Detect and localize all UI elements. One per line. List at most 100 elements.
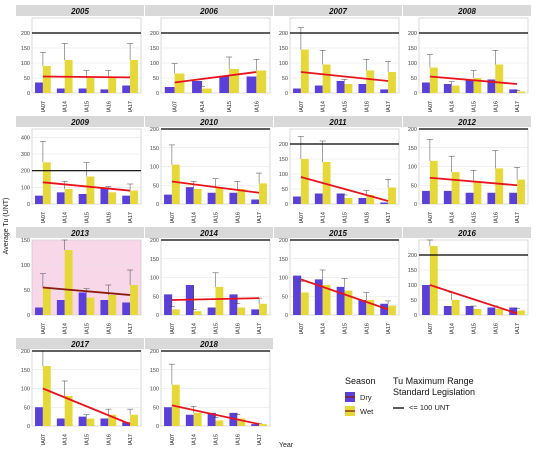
bar-wet-IA16 xyxy=(366,300,375,315)
x-tick-label: IA15 xyxy=(343,323,349,334)
bar-dry-IA07 xyxy=(35,195,43,204)
bar-wet-IA16 xyxy=(495,309,504,315)
bar-wet-IA07 xyxy=(300,49,309,93)
bar-wet-IA15 xyxy=(344,84,353,93)
y-tick-label: 100 xyxy=(21,185,30,191)
x-tick-label: IA14 xyxy=(63,101,69,112)
bar-wet-IA16 xyxy=(237,418,246,426)
y-tick-label: 50 xyxy=(153,183,159,189)
bar-wet-IA16 xyxy=(366,195,375,204)
bar-wet-IA17 xyxy=(517,179,525,204)
x-tick-label: IA15 xyxy=(214,212,220,223)
bar-dry-IA14 xyxy=(56,192,65,204)
legend-label-wet: Wet xyxy=(360,407,374,416)
bar-dry-IA14 xyxy=(56,418,65,426)
bar-dry-IA16 xyxy=(358,300,367,315)
bar-dry-IA15 xyxy=(78,88,87,93)
bar-dry-IA16 xyxy=(358,84,367,93)
x-tick-label: IA15 xyxy=(343,101,349,112)
facet-panel-2010: 2010 0 50 100 150 200 IA07 IA14 IA15 IA16 IA17 xyxy=(145,116,273,223)
bar-dry-IA16 xyxy=(100,418,109,426)
bar-dry-IA16 xyxy=(246,76,257,93)
bar-dry-IA16 xyxy=(100,300,109,315)
trend-line xyxy=(171,297,260,301)
facet-strip xyxy=(145,338,273,349)
y-tick-label: 150 xyxy=(21,238,30,244)
y-tick-label: 0 xyxy=(285,202,288,208)
bar-wet-IA17 xyxy=(388,305,396,315)
bar-wet-IA15 xyxy=(229,69,239,93)
bar-wet-IA07 xyxy=(42,287,51,315)
y-tick-label: 150 xyxy=(150,368,159,374)
bar-wet-IA14 xyxy=(322,64,331,93)
bar-dry-IA17 xyxy=(251,199,260,204)
x-axis-title: Year xyxy=(279,442,294,449)
bar-wet-IA17 xyxy=(388,72,396,93)
facet-strip xyxy=(145,5,273,16)
bar-dry-IA15 xyxy=(78,292,87,315)
x-tick-label: IA15 xyxy=(472,101,478,112)
bar-dry-IA14 xyxy=(314,193,323,204)
y-tick-label: 200 xyxy=(408,127,417,133)
y-tick-label: 200 xyxy=(150,238,159,244)
bar-dry-IA07 xyxy=(35,307,43,315)
bar-wet-IA14 xyxy=(451,172,460,204)
y-tick-label: 200 xyxy=(21,169,30,175)
y-tick-label: 0 xyxy=(156,313,159,319)
x-tick-label: IA16 xyxy=(235,212,241,223)
y-tick-label: 0 xyxy=(27,313,30,319)
bar-wet-IA14 xyxy=(193,412,202,426)
y-tick-label: 50 xyxy=(282,76,288,82)
x-tick-label: IA17 xyxy=(515,323,521,334)
y-tick-label: 100 xyxy=(279,276,288,282)
x-tick-label: IA17 xyxy=(257,212,263,223)
bar-dry-IA15 xyxy=(336,286,345,315)
facet-strip xyxy=(274,116,402,127)
bar-dry-IA14 xyxy=(56,300,65,315)
facet-strip xyxy=(16,5,144,16)
bar-wet-IA16 xyxy=(256,70,267,93)
facet-strip xyxy=(274,5,402,16)
bar-wet-IA16 xyxy=(237,307,246,315)
bar-dry-IA16 xyxy=(487,307,496,315)
bar-dry-IA16 xyxy=(487,192,496,204)
bar-dry-IA17 xyxy=(122,195,131,204)
bar-wet-IA07 xyxy=(42,66,51,93)
y-tick-label: 0 xyxy=(27,424,30,430)
y-tick-label: 100 xyxy=(150,61,159,67)
bar-wet-IA16 xyxy=(495,64,504,93)
x-tick-label: IA14 xyxy=(450,101,456,112)
y-tick-label: 0 xyxy=(27,91,30,97)
facet-strip xyxy=(16,116,144,127)
bar-dry-IA15 xyxy=(219,76,230,93)
y-tick-label: 100 xyxy=(408,61,417,67)
trend-line xyxy=(300,71,389,82)
y-tick-label: 100 xyxy=(21,263,30,269)
bar-wet-IA15 xyxy=(344,198,353,204)
bar-dry-IA14 xyxy=(443,190,452,204)
bar-dry-IA14 xyxy=(192,81,202,93)
bar-dry-IA17 xyxy=(509,307,518,315)
bar-dry-IA16 xyxy=(100,89,109,93)
legend-season-title: Season xyxy=(345,376,376,386)
bar-dry-IA17 xyxy=(380,303,389,315)
facet-panel-2007: 2007 0 50 100 150 200 IA07 IA14 IA15 IA16 IA17 xyxy=(274,5,402,112)
x-tick-label: IA15 xyxy=(214,323,220,334)
bar-wet-IA17 xyxy=(130,60,138,93)
bar-wet-IA16 xyxy=(108,295,117,315)
trend-line xyxy=(429,75,518,85)
facet-title: 2009 xyxy=(70,118,89,127)
bar-wet-IA14 xyxy=(201,88,212,93)
facet-title: 2016 xyxy=(457,229,476,238)
x-tick-label: IA14 xyxy=(192,434,198,445)
trend-line xyxy=(171,404,260,426)
bar-wet-IA14 xyxy=(64,250,73,315)
x-tick-label: IA14 xyxy=(450,323,456,334)
x-tick-label: IA14 xyxy=(63,212,69,223)
bar-wet-IA17 xyxy=(130,285,138,315)
trend-line xyxy=(171,180,260,194)
bar-dry-IA15 xyxy=(207,307,216,315)
x-tick-label: IA16 xyxy=(493,323,499,334)
